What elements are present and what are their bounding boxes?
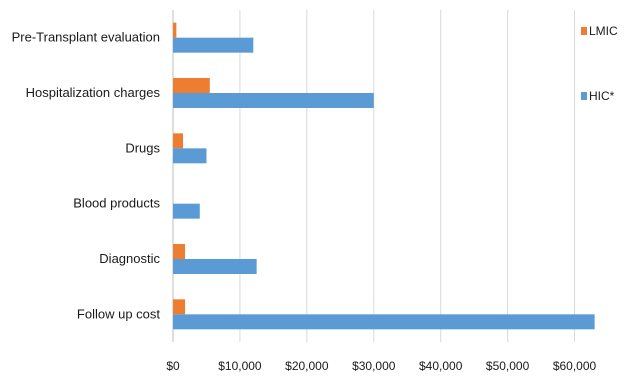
category-label: Follow up cost [77, 306, 160, 321]
x-tick-label: $0 [166, 359, 180, 373]
category-label: Diagnostic [99, 251, 160, 266]
x-tick-label: $50,000 [486, 359, 530, 373]
bar-hic-3 [173, 203, 200, 219]
legend-swatch [581, 92, 587, 100]
bar-lmic-2 [173, 133, 184, 149]
x-tick-label: $40,000 [419, 359, 463, 373]
x-tick-label: $30,000 [352, 359, 396, 373]
bar-lmic-0 [173, 22, 177, 38]
category-labels: Pre-Transplant evaluation Hospitalization… [12, 30, 161, 322]
bar-lmic-5 [173, 299, 186, 315]
grid-lines [172, 10, 576, 342]
category-label: Blood products [73, 196, 160, 211]
legend-label: HIC* [589, 89, 615, 103]
x-tick-labels: $0 $10,000 $20,000 $30,000 $40,000 $50,000 $60… [166, 359, 596, 373]
legend: LMIC HIC* [581, 24, 618, 103]
x-tick-label: $60,000 [553, 359, 597, 373]
category-label: Hospitalization charges [26, 85, 161, 100]
category-label: Drugs [125, 140, 160, 155]
legend-label: LMIC [589, 24, 618, 38]
bars [173, 22, 595, 330]
bar-hic-0 [173, 37, 254, 53]
category-label: Pre-Transplant evaluation [12, 30, 160, 45]
x-tick-label: $10,000 [218, 359, 262, 373]
bar-hic-4 [173, 259, 257, 274]
bar-lmic-4 [173, 244, 186, 259]
bar-hic-2 [173, 148, 207, 164]
bar-lmic-1 [173, 78, 210, 93]
bar-hic-1 [173, 93, 374, 108]
legend-swatch [581, 27, 587, 35]
x-tick-label: $20,000 [285, 359, 329, 373]
bar-hic-5 [173, 314, 595, 330]
